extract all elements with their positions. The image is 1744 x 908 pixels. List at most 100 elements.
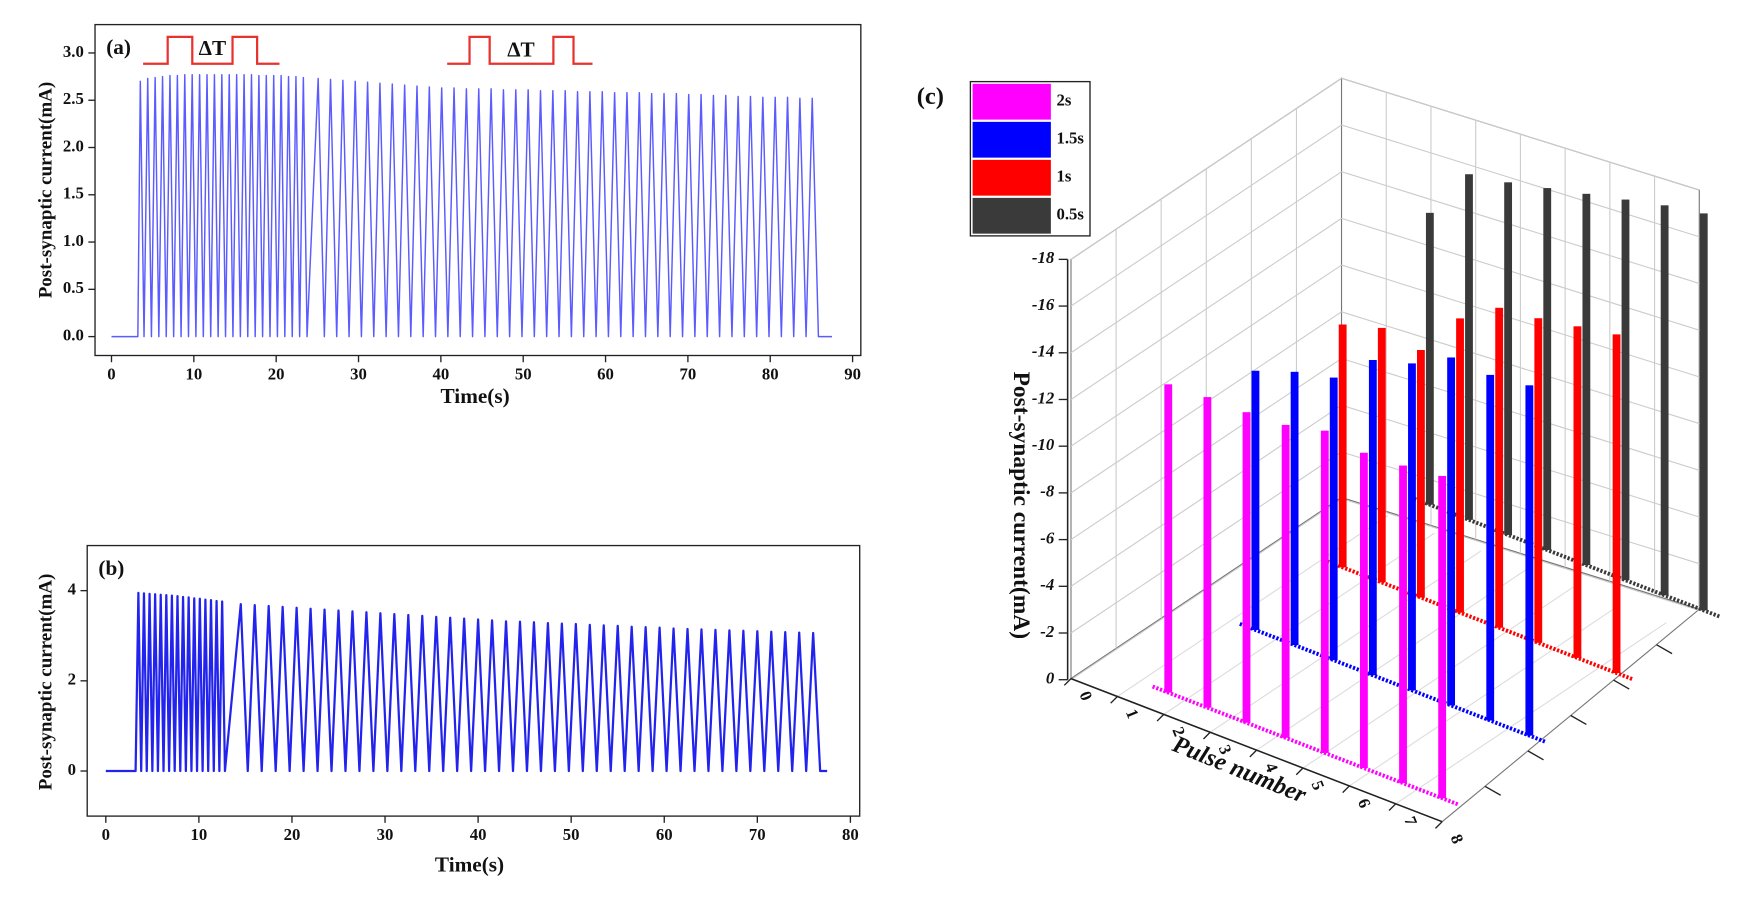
current-trace <box>111 73 832 338</box>
grid-line <box>1070 217 1342 400</box>
x-tick <box>1202 731 1211 740</box>
z-tick-label: -12 <box>1032 388 1054 407</box>
x-tick-label: 20 <box>284 825 301 844</box>
z-tick-label: -16 <box>1032 295 1055 314</box>
panel-2: 0 -2 -4 -6 -8 -10 -12 -14 -16 -18 Post-synaptic cu… <box>917 77 1721 847</box>
y-tick-label: 3.0 <box>63 42 84 61</box>
x-tick-label: 90 <box>844 364 861 383</box>
x-tick-label: 50 <box>515 364 532 383</box>
legend: 2s 1.5s 1s 0.5s <box>969 80 1091 237</box>
z-tick-label: 0 <box>1046 669 1055 688</box>
x-tick-label: 10 <box>191 825 208 844</box>
grid-line <box>1070 171 1342 354</box>
bar <box>1359 452 1368 769</box>
y-tick-label: 2.5 <box>63 89 84 108</box>
z-tick-label: -18 <box>1032 248 1055 267</box>
bar <box>1465 174 1473 520</box>
legend-swatch <box>972 121 1051 158</box>
depth-tick <box>1484 785 1501 796</box>
bar <box>1320 430 1329 753</box>
x-tick-label: 70 <box>680 364 697 383</box>
grid-line <box>1341 357 1700 471</box>
x-tick <box>1295 767 1304 776</box>
grid-line <box>1341 404 1700 518</box>
bar <box>1495 307 1504 628</box>
grid-line <box>1341 311 1700 425</box>
bar <box>1290 371 1299 646</box>
bar <box>1408 363 1416 691</box>
grid-line <box>1341 217 1700 331</box>
x-tick-label: 8 <box>1447 832 1468 847</box>
x-tick-label: 30 <box>350 364 367 383</box>
z-tick-label: -10 <box>1032 435 1055 454</box>
depth-tick <box>1613 679 1630 690</box>
y-tick-label: 0 <box>68 760 76 779</box>
bar <box>1534 318 1543 643</box>
bar <box>1329 377 1338 661</box>
x-tick-label: 1 <box>1122 706 1143 721</box>
bar <box>1368 359 1377 676</box>
y-tick-label: 2 <box>68 670 76 689</box>
legend-swatch <box>972 159 1051 196</box>
y-tick-label: 0.0 <box>63 325 84 344</box>
legend-label: 2s <box>1056 91 1071 110</box>
pulse-inset-1: ΔT <box>143 35 280 65</box>
x-tick-label: 0 <box>102 825 110 844</box>
y-tick-label: 0.5 <box>63 278 84 297</box>
bar <box>1251 370 1260 630</box>
grid-line <box>1341 124 1700 238</box>
x-axis-title: Time(s) <box>435 852 504 876</box>
current-trace <box>105 591 828 773</box>
x-tick <box>1063 678 1072 686</box>
x-tick-label: 20 <box>268 364 285 383</box>
panel-label: (c) <box>917 83 944 110</box>
bar <box>1582 193 1591 566</box>
grid-line <box>1341 171 1700 284</box>
legend-label: 1.5s <box>1056 129 1084 148</box>
x-tick-label: 40 <box>470 825 487 844</box>
bar <box>1377 327 1386 583</box>
y-tick-label: 1.0 <box>63 231 84 250</box>
grid-line <box>1070 124 1342 307</box>
y-tick-label: 1.5 <box>63 184 84 203</box>
panel-1: 0 10 20 30 40 50 60 70 80 0 2 4 Time(s) Post-synaptic… <box>35 544 861 876</box>
y-axis-title: Post-synaptic current(mA) <box>35 82 56 299</box>
bar <box>1338 324 1347 568</box>
bar <box>1699 213 1708 611</box>
y-tick-label: 4 <box>68 579 77 598</box>
legend-swatch <box>972 83 1051 120</box>
bar <box>1164 384 1173 693</box>
bar <box>1425 212 1434 505</box>
bar <box>1399 465 1407 784</box>
grid-line <box>1070 77 1342 260</box>
x-tick-label: 60 <box>656 825 673 844</box>
x-tick <box>1434 821 1443 829</box>
pulse-shape <box>143 35 280 65</box>
x-tick <box>1156 713 1165 722</box>
x-tick-label: 5 <box>1308 778 1329 793</box>
x-tick-label: 70 <box>749 825 766 844</box>
legend-label: 0.5s <box>1056 205 1084 224</box>
y-tick-label: 2.0 <box>63 136 84 155</box>
x-tick <box>1249 749 1258 758</box>
panel-label: (a) <box>106 35 131 59</box>
bar <box>1447 357 1456 706</box>
grid-line <box>1070 264 1342 447</box>
x-tick-label: 10 <box>185 364 202 383</box>
legend-swatch <box>972 197 1051 234</box>
bar <box>1456 318 1464 613</box>
x-tick-label: 80 <box>762 364 779 383</box>
z-tick-label: -2 <box>1040 622 1054 641</box>
bar <box>1281 424 1290 738</box>
panel-label: (b) <box>98 556 124 580</box>
legend-label: 1s <box>1056 167 1071 186</box>
bar <box>1203 397 1212 708</box>
x-tick-label: 50 <box>563 825 580 844</box>
panel-0: 0 10 20 30 40 50 60 70 80 90 0.0 0.5 1.0 1.5 2.0 2.5 3.0… <box>35 23 862 408</box>
bar <box>1612 334 1621 674</box>
bar <box>1660 205 1669 596</box>
bar <box>1525 385 1534 736</box>
y-axis-title: Post-synaptic current(mA) <box>35 574 56 791</box>
